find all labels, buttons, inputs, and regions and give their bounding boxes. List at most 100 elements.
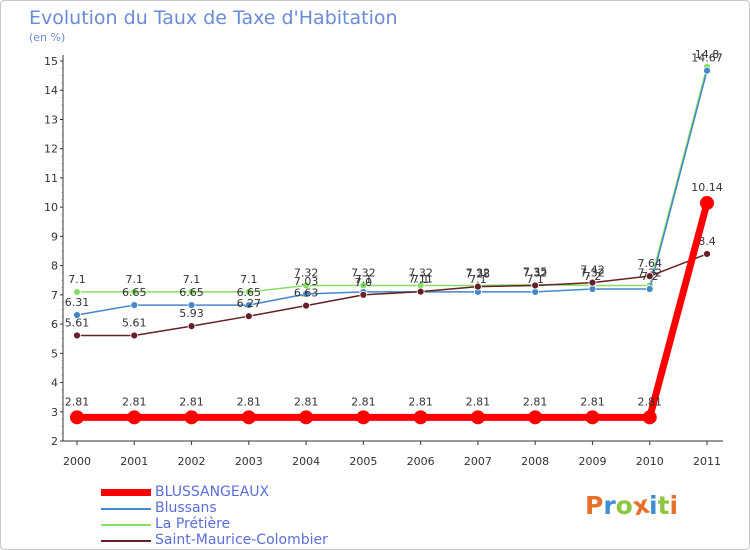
data-label: 7.42 — [580, 264, 605, 277]
data-point — [528, 410, 543, 425]
data-label: 7.2 — [584, 270, 602, 283]
data-point — [187, 288, 196, 296]
data-point — [703, 66, 711, 75]
data-point — [302, 290, 310, 298]
data-label: 6.65 — [237, 286, 262, 299]
data-label: 7.28 — [466, 268, 491, 281]
data-label: 7.32 — [580, 266, 605, 279]
x-tick-label: 2004 — [292, 455, 320, 468]
logo-letter: t — [657, 491, 670, 520]
data-point — [302, 301, 310, 310]
data-label: 6.31 — [65, 296, 90, 309]
data-label: 7.1 — [183, 273, 201, 286]
data-label: 7.1 — [68, 273, 86, 286]
data-label: 2.81 — [580, 395, 605, 408]
data-point — [184, 410, 199, 425]
legend-label: La Prétière — [155, 516, 231, 532]
x-tick-label: 2000 — [63, 455, 91, 468]
data-point — [187, 322, 196, 331]
data-point — [470, 410, 485, 425]
data-label: 7.1 — [126, 273, 144, 286]
data-point — [244, 288, 253, 296]
data-label: 7.32 — [523, 266, 548, 279]
data-label: 2.81 — [637, 395, 662, 408]
data-label: 2.81 — [122, 395, 147, 408]
data-label: 5.61 — [122, 316, 147, 329]
data-label: 2.81 — [294, 395, 319, 408]
data-label: 2.81 — [179, 395, 204, 408]
legend-label: Blussans — [155, 500, 217, 516]
logo-letter: i — [649, 491, 658, 520]
data-label: 7.1 — [355, 273, 373, 286]
data-label: 7.1 — [412, 273, 430, 286]
data-label: 6.65 — [179, 286, 204, 299]
data-label: 2.81 — [65, 395, 90, 408]
data-label: 7.32 — [466, 266, 491, 279]
logo-letter: i — [669, 491, 679, 520]
data-label: 7.32 — [294, 266, 319, 279]
data-point — [241, 410, 256, 425]
data-point — [244, 312, 253, 321]
y-tick-label: 13 — [44, 113, 58, 126]
x-tick-label: 2011 — [693, 455, 721, 468]
data-label: 14.67 — [691, 52, 723, 65]
series-line-3 — [77, 202, 711, 421]
logo-letter: r — [603, 491, 616, 520]
x-tick-label: 2003 — [235, 455, 263, 468]
data-label: 2.81 — [237, 395, 262, 408]
data-label: 2.81 — [408, 395, 433, 408]
data-point — [73, 331, 81, 340]
data-point — [356, 410, 371, 425]
y-tick-label: 8 — [51, 260, 58, 273]
data-point — [127, 410, 142, 425]
proxiti-logo: Proxiti — [585, 490, 679, 522]
data-point — [130, 288, 139, 296]
data-point — [416, 287, 425, 296]
data-point — [700, 196, 714, 211]
legend-label: BLUSSANGEAUX — [155, 484, 270, 500]
series-line-1 — [76, 70, 708, 316]
data-label: 8.4 — [698, 235, 716, 248]
series-line-2 — [77, 253, 708, 337]
logo-letter: o — [615, 491, 633, 520]
y-tick-label: 2 — [51, 435, 58, 448]
data-label: 7.1 — [469, 273, 487, 286]
data-point — [645, 285, 654, 293]
legend-swatch — [101, 508, 151, 510]
chart-title: Evolution du Taux de Taxe d'Habitation — [29, 7, 398, 29]
data-point — [130, 301, 139, 309]
data-point — [642, 410, 657, 425]
data-label: 7.11 — [408, 273, 433, 286]
legend-swatch — [101, 540, 151, 542]
data-label: 6.63 — [294, 287, 319, 300]
data-point — [130, 331, 139, 340]
data-label: 2.81 — [466, 395, 491, 408]
data-point — [588, 278, 597, 287]
x-tick-label: 2010 — [636, 455, 664, 468]
y-tick-label: 3 — [51, 406, 58, 419]
data-point — [645, 272, 654, 281]
data-label: 7.0 — [355, 276, 373, 289]
data-point — [302, 281, 310, 290]
y-tick-label: 7 — [51, 289, 58, 302]
data-label: 7.32 — [408, 266, 433, 279]
y-tick-label: 5 — [51, 347, 58, 360]
data-label: 7.1 — [526, 273, 544, 286]
x-tick-label: 2001 — [120, 455, 148, 468]
y-tick-label: 6 — [51, 318, 58, 331]
data-label: 6.65 — [122, 286, 147, 299]
legend-swatch — [101, 524, 151, 526]
data-point — [187, 301, 196, 309]
data-point — [531, 281, 540, 290]
unit-label: (en %) — [29, 31, 66, 44]
data-label: 2.81 — [523, 395, 548, 408]
y-tick-label: 11 — [44, 172, 58, 185]
x-tick-label: 2007 — [464, 455, 492, 468]
data-label: 5.61 — [65, 316, 90, 329]
x-tick-label: 2005 — [349, 455, 377, 468]
data-label: 7.64 — [637, 257, 662, 270]
series-line-0 — [77, 66, 708, 293]
data-point — [703, 250, 711, 258]
x-tick-label: 2002 — [178, 455, 206, 468]
